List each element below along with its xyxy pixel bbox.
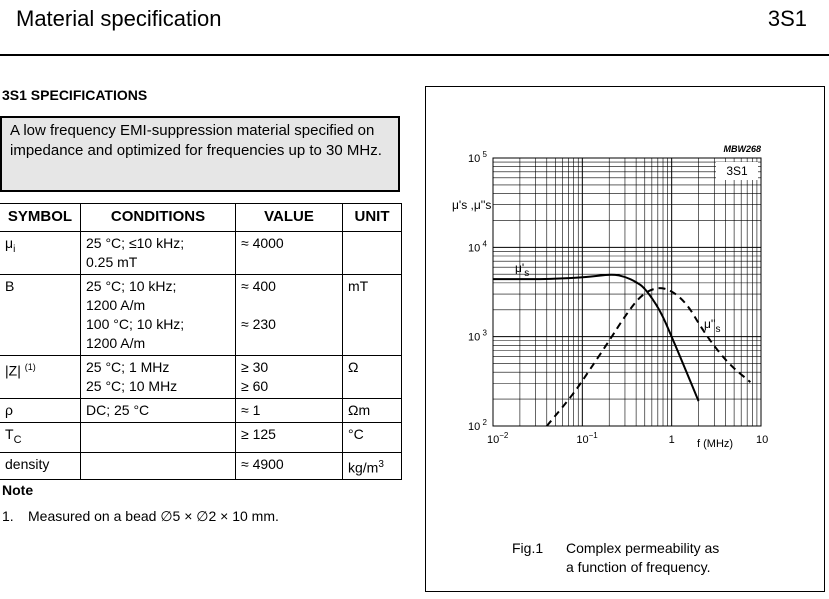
- y-axis-label: μ's ,μ''s: [452, 198, 491, 212]
- summary-text: A low frequency EMI-suppression material…: [10, 122, 382, 159]
- series-line-mu-real: [493, 273, 700, 402]
- note-number: 1.: [2, 508, 14, 524]
- material-code: 3S1: [767, 6, 807, 31]
- symbol-cell: μi: [0, 231, 81, 275]
- symbol-cell: B: [0, 274, 81, 356]
- symbol: T: [5, 426, 14, 442]
- table-row: |Z| (1) 25 °C; 1 MHz 25 °C; 10 MHz ≥ 30 ≥ …: [0, 355, 402, 399]
- plot-border: [492, 157, 762, 427]
- value-cell: ≈ 1: [235, 398, 343, 423]
- x-axis-label: f (MHz): [697, 438, 733, 450]
- series-line-mu-imag: [546, 287, 751, 427]
- section-title: 3S1 SPECIFICATIONS: [2, 87, 148, 103]
- symbol-cell: ρ: [0, 398, 81, 423]
- unit-cell: °C: [342, 422, 402, 453]
- table-row: density ≈ 4900 kg/m3: [0, 451, 402, 481]
- symbol-cell: TC: [0, 422, 81, 453]
- y-tick-label: 10 3: [468, 329, 487, 344]
- header-symbol: SYMBOL: [0, 203, 81, 232]
- value: ≈ 400: [241, 278, 276, 294]
- unit-cell: [342, 231, 402, 275]
- y-tick-label: 10 4: [468, 239, 487, 254]
- value: ≈ 230: [241, 316, 276, 332]
- series-label-mu-imag: μ''s: [704, 317, 721, 335]
- symbol-sub: i: [13, 243, 16, 255]
- unit-cell: kg/m3: [342, 451, 402, 481]
- symbol: |Z|: [5, 362, 21, 379]
- header-unit: UNIT: [342, 203, 402, 232]
- material-label: 3S1: [726, 164, 748, 178]
- condition: 25 °C; 1 MHz: [86, 359, 170, 375]
- symbol-cell: |Z| (1): [0, 355, 81, 399]
- x-tick-label: 10−2: [487, 431, 509, 446]
- x-tick-label: 1: [669, 434, 675, 446]
- table-row: B 25 °C; 10 kHz; 1200 A/m 100 °C; 10 kHz; 1…: [0, 274, 402, 356]
- value-cell: ≈ 400 ≈ 230: [235, 274, 343, 356]
- value-cell: ≥ 125: [235, 422, 343, 453]
- figure-frame: [425, 86, 825, 592]
- table-row: μi 25 °C; ≤10 kHz; 0.25 mT ≈ 4000: [0, 231, 402, 275]
- spec-table: SYMBOL CONDITIONS VALUE UNIT μi 25 °C; ≤…: [0, 203, 402, 481]
- value: ≥ 30: [241, 359, 269, 375]
- figure-id: MBW268: [723, 144, 761, 154]
- permeability-chart: 3S1 MBW268 μ's ,μ''s f (MHz) 10 5 10 4 10 …: [452, 144, 768, 450]
- conditions-cell: 25 °C; 10 kHz; 1200 A/m 100 °C; 10 kHz; 120…: [80, 274, 236, 356]
- table-row: ρ DC; 25 °C ≈ 1 Ωm: [0, 398, 402, 423]
- note-text: Measured on a bead ∅5 × ∅2 × 10 mm.: [28, 508, 279, 524]
- caption-line: a function of frequency.: [566, 559, 711, 575]
- series-label-mu-real: μ's: [515, 261, 529, 279]
- value: ≥ 60: [241, 378, 269, 394]
- header-divider: [0, 54, 829, 56]
- unit: kg/m: [348, 459, 379, 476]
- unit-cell: Ωm: [342, 398, 402, 423]
- note-heading: Note: [2, 482, 34, 498]
- conditions-cell: DC; 25 °C: [80, 398, 236, 423]
- value-cell: ≈ 4000: [235, 231, 343, 275]
- footnote-ref: (1): [24, 362, 36, 372]
- value-cell: ≈ 4900: [235, 451, 343, 481]
- header-conditions: CONDITIONS: [80, 203, 236, 232]
- conditions-cell: [80, 422, 236, 453]
- symbol-cell: density: [0, 451, 81, 481]
- conditions-cell: 25 °C; ≤10 kHz; 0.25 mT: [80, 231, 236, 275]
- caption-line: Complex permeability as: [566, 540, 720, 556]
- condition: 100 °C; 10 kHz;: [86, 316, 185, 332]
- table-header-row: SYMBOL CONDITIONS VALUE UNIT: [0, 203, 402, 232]
- x-tick-label: 10−1: [576, 431, 598, 446]
- header-value: VALUE: [235, 203, 343, 232]
- unit-sup: 3: [378, 458, 384, 470]
- condition: 1200 A/m: [86, 297, 146, 313]
- conditions-cell: [80, 451, 236, 481]
- unit-cell: Ω: [342, 355, 402, 399]
- note-item: 1. Measured on a bead ∅5 × ∅2 × 10 mm.: [2, 508, 279, 525]
- symbol: μ: [5, 235, 14, 251]
- value-cell: ≥ 30 ≥ 60: [235, 355, 343, 399]
- condition: 1200 A/m: [86, 335, 146, 351]
- condition: 25 °C; ≤10 kHz;: [86, 235, 185, 251]
- figure-caption: Fig.1 Complex permeability as a function o…: [512, 539, 719, 577]
- chart-grid: [492, 157, 762, 427]
- table-row: TC ≥ 125 °C: [0, 422, 402, 453]
- condition: 25 °C; 10 kHz;: [86, 278, 177, 294]
- x-tick-label: 10: [756, 434, 768, 446]
- caption-label: Fig.1: [512, 540, 544, 556]
- material-label-box: [716, 162, 758, 180]
- condition: 25 °C; 10 MHz: [86, 378, 178, 394]
- condition: 0.25 mT: [86, 254, 138, 270]
- symbol-sub: C: [13, 433, 22, 446]
- y-tick-label: 10 5: [468, 150, 487, 165]
- chart-curves: [493, 273, 751, 427]
- conditions-cell: 25 °C; 1 MHz 25 °C; 10 MHz: [80, 355, 236, 399]
- y-tick-label: 10 2: [468, 418, 487, 433]
- summary-box: A low frequency EMI-suppression material…: [0, 116, 400, 192]
- page-title: Material specification: [16, 6, 222, 31]
- unit-cell: mT: [342, 274, 402, 356]
